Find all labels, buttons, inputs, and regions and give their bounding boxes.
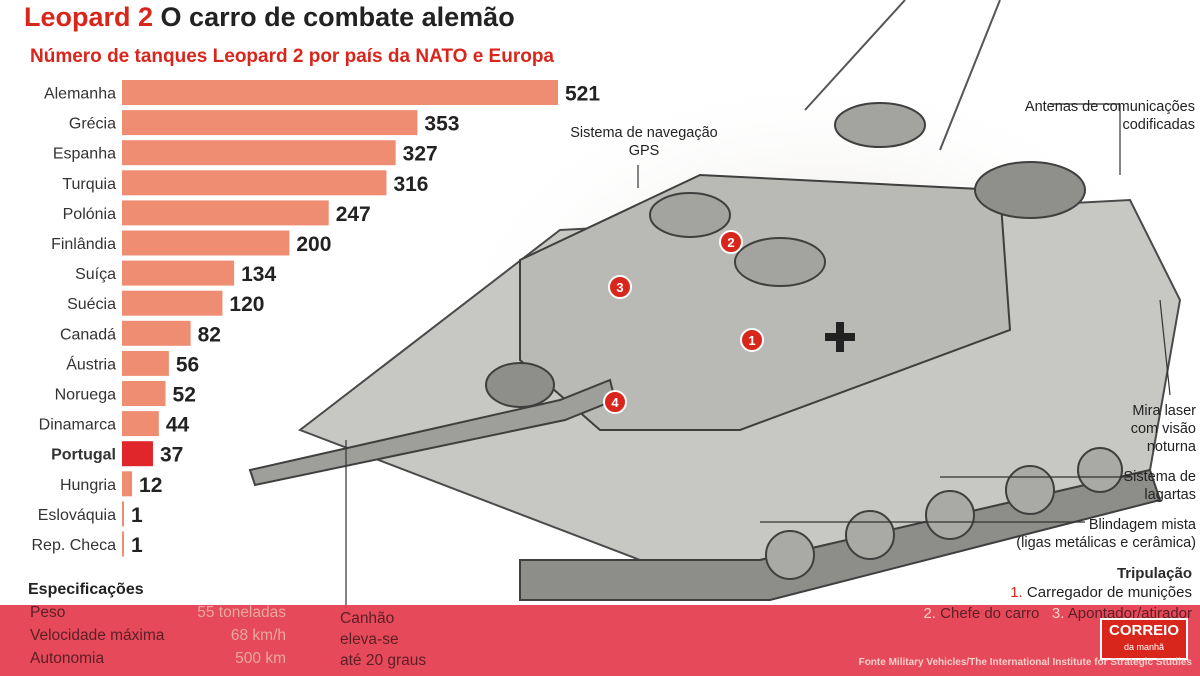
category-label-finlandia: Finlândia — [51, 236, 116, 253]
value-label-dinamarca: 44 — [166, 414, 190, 437]
spec-range-label: Autonomia — [30, 650, 105, 667]
value-label-rep-checa: 1 — [131, 534, 143, 557]
value-label-suecia: 120 — [229, 293, 264, 316]
value-label-noruega: 52 — [173, 384, 196, 407]
tank-tracks — [519, 468, 1162, 601]
value-label-turquia: 316 — [393, 173, 428, 196]
marker-3 — [608, 275, 632, 299]
category-label-suica: Suíça — [75, 266, 116, 283]
spec-weight-value: 55 toneladas — [197, 604, 286, 621]
marker-1-text: 1 — [748, 333, 755, 348]
value-label-alemanha: 521 — [565, 83, 600, 106]
bar-grecia — [122, 110, 418, 136]
chart-subtitle: Número de tanques Leopard 2 por país da … — [30, 46, 555, 67]
marker-4-text: 4 — [611, 395, 619, 410]
value-label-finlandia: 200 — [296, 233, 331, 256]
road-wheels — [765, 447, 1123, 580]
spec-speed-label: Velocidade máxima — [30, 627, 165, 644]
callout-lines — [345, 103, 1171, 608]
marker-2-text: 2 — [727, 235, 734, 250]
label-armor: Blindagem mista (ligas metálicas e cerâmi… — [1016, 517, 1196, 551]
marker-1 — [740, 328, 764, 352]
value-label-canada: 82 — [198, 323, 221, 346]
spec-speed-value: 68 km/h — [230, 627, 286, 644]
category-label-polonia: Polónia — [63, 206, 116, 223]
spec-range-value: 500 km — [235, 650, 286, 667]
label-gps: Sistema de navegação GPS — [570, 125, 718, 159]
bar-canada — [122, 320, 191, 346]
crew-markers: 1 2 3 4 — [603, 230, 764, 414]
value-label-suica: 134 — [241, 263, 276, 286]
label-laser-sight: Mira laser com visão noturna — [1130, 403, 1196, 455]
category-label-grecia: Grécia — [69, 116, 116, 133]
value-label-hungria: 12 — [139, 474, 162, 497]
category-label-alemanha: Alemanha — [44, 86, 116, 103]
bar-eslovaquia — [122, 501, 124, 527]
spec-weight-label: Peso — [30, 604, 66, 621]
category-label-austria: Áustria — [66, 354, 116, 373]
bar-hungria — [122, 471, 133, 497]
crew-member-1: 1. Carregador de munições — [1010, 584, 1192, 601]
category-label-hungria: Hungria — [60, 477, 116, 494]
category-label-rep-checa: Rep. Checa — [32, 537, 117, 554]
bar-dinamarca — [122, 411, 159, 437]
bar-suica — [122, 260, 235, 286]
bar-alemanha — [122, 80, 558, 105]
marker-2 — [719, 230, 743, 254]
value-label-polonia: 247 — [336, 203, 371, 226]
bar-portugal — [122, 441, 153, 467]
category-label-portugal: Portugal — [51, 447, 116, 464]
footer-band — [0, 605, 1200, 676]
bar-austria — [122, 350, 169, 376]
cross-emblem — [825, 322, 855, 352]
bar-finlandia — [122, 230, 290, 256]
value-label-portugal: 37 — [160, 444, 183, 467]
category-label-suecia: Suécia — [67, 296, 116, 313]
crew-members-2-3: 2. Chefe do carro 3. Apontador/atirador — [923, 605, 1192, 622]
bar-espanha — [122, 140, 396, 166]
category-label-canada: Canadá — [60, 326, 116, 343]
value-label-grecia: 353 — [424, 113, 459, 136]
infographic-title: Leopard 2 O carro de combate alemão — [24, 2, 515, 32]
category-label-espanha: Espanha — [53, 146, 116, 163]
value-label-eslovaquia: 1 — [131, 504, 143, 527]
value-label-austria: 56 — [176, 353, 199, 376]
bar-polonia — [122, 200, 329, 226]
marker-3-text: 3 — [616, 280, 623, 295]
bar-turquia — [122, 170, 387, 196]
source-note: Fonte Military Vehicles/The Internationa… — [858, 657, 1192, 668]
category-label-eslovaquia: Eslováquia — [38, 507, 116, 524]
bar-noruega — [122, 381, 166, 406]
marker-4 — [603, 390, 627, 414]
bar-suecia — [122, 290, 223, 316]
label-antennas: Antenas de comunicações codificadas — [1024, 99, 1195, 133]
category-label-dinamarca: Dinamarca — [39, 417, 116, 434]
category-label-turquia: Turquia — [62, 176, 116, 193]
specs-title: Especificações — [28, 581, 144, 598]
category-label-noruega: Noruega — [55, 387, 116, 404]
bar-rep-checa — [122, 531, 124, 557]
value-label-espanha: 327 — [403, 143, 438, 166]
cannon-note: Canhão eleva-se até 20 graus — [340, 610, 427, 669]
crew-title: Tripulação — [1116, 565, 1192, 582]
tank-illustration: 1 2 3 4 — [248, 0, 1200, 608]
brand-logo: CORREIO da manhã — [1100, 618, 1188, 660]
label-tracks: Sistema de lagartas — [1123, 469, 1196, 503]
